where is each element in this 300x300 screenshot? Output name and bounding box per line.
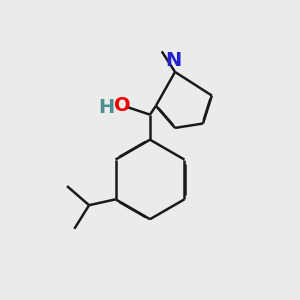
Text: O: O: [114, 96, 131, 115]
Text: N: N: [165, 52, 182, 70]
Text: H: H: [99, 98, 115, 117]
